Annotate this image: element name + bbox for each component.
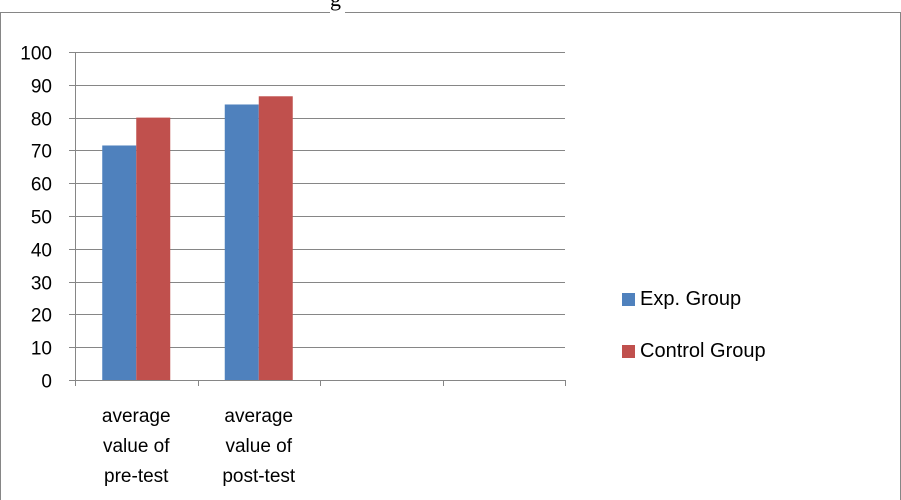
chart-legend: Exp. Group Control Group — [622, 286, 766, 390]
legend-swatch-exp-group — [622, 292, 635, 306]
legend-swatch-control-group — [622, 344, 635, 358]
y-tick-label-40: 40 — [31, 241, 52, 262]
bar-exp-group-2 — [224, 104, 259, 380]
chart-title-fragment: g — [330, 0, 341, 12]
bar-control-group-1 — [136, 117, 171, 380]
y-tick-label-10: 10 — [31, 339, 52, 360]
y-tick-label-100: 100 — [20, 44, 52, 65]
y-tick-label-0: 0 — [41, 372, 52, 393]
legend-label-exp-group: Exp. Group — [640, 287, 742, 310]
x-category-label-2-line-2: value of — [225, 436, 292, 457]
x-category-label-2-line-3: post-test — [222, 466, 296, 487]
x-category-label-1-line-1: average — [102, 406, 171, 427]
y-tick-label-90: 90 — [31, 77, 52, 98]
y-tick-label-30: 30 — [31, 274, 52, 295]
y-tick-label-20: 20 — [31, 306, 52, 327]
legend-item-control-group: Control Group — [622, 338, 766, 364]
y-tick-label-60: 60 — [31, 175, 52, 196]
y-tick-label-70: 70 — [31, 142, 52, 163]
bar-control-group-2 — [258, 96, 293, 380]
x-category-label-2-line-1: average — [224, 406, 293, 427]
x-category-label-1-line-2: value of — [103, 436, 170, 457]
legend-item-exp-group: Exp. Group — [622, 286, 766, 312]
legend-label-control-group: Control Group — [640, 339, 766, 362]
y-tick-label-80: 80 — [31, 110, 52, 131]
bar-exp-group-1 — [102, 145, 137, 380]
y-tick-label-50: 50 — [31, 208, 52, 229]
x-category-label-1-line-3: pre-test — [104, 466, 169, 487]
